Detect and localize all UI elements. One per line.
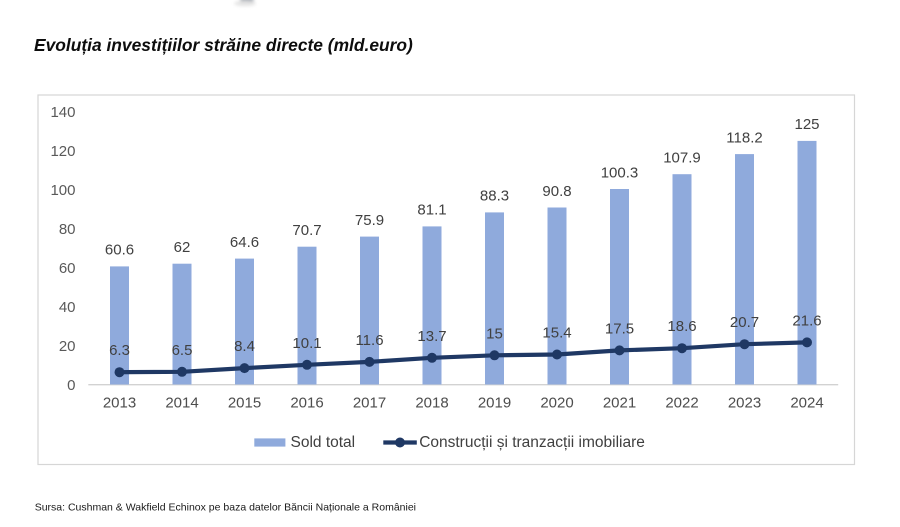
svg-text:90.8: 90.8 bbox=[542, 183, 571, 200]
svg-text:2017: 2017 bbox=[353, 395, 386, 412]
svg-text:21.6: 21.6 bbox=[792, 312, 821, 329]
svg-text:2015: 2015 bbox=[228, 395, 261, 412]
svg-text:Sursa: Cushman & Wakfield Echi: Sursa: Cushman & Wakfield Echinox pe baz… bbox=[35, 502, 416, 514]
svg-text:15: 15 bbox=[486, 325, 503, 342]
svg-text:17.5: 17.5 bbox=[605, 320, 634, 337]
svg-text:88.3: 88.3 bbox=[480, 188, 509, 205]
svg-text:2019: 2019 bbox=[478, 395, 511, 412]
svg-text:100.3: 100.3 bbox=[601, 164, 639, 181]
svg-text:2018: 2018 bbox=[415, 395, 448, 412]
svg-text:6.3: 6.3 bbox=[109, 342, 130, 359]
svg-text:8.4: 8.4 bbox=[234, 338, 255, 355]
svg-text:75.9: 75.9 bbox=[355, 212, 384, 229]
svg-text:18.6: 18.6 bbox=[667, 318, 696, 335]
svg-text:2020: 2020 bbox=[540, 395, 573, 412]
svg-text:107.9: 107.9 bbox=[663, 150, 701, 167]
svg-text:64.6: 64.6 bbox=[230, 234, 259, 251]
svg-text:2023: 2023 bbox=[728, 395, 761, 412]
svg-text:2014: 2014 bbox=[165, 395, 198, 412]
svg-text:6.5: 6.5 bbox=[172, 342, 193, 359]
svg-text:0: 0 bbox=[67, 377, 75, 394]
svg-text:Sold total: Sold total bbox=[291, 434, 356, 451]
svg-text:118.2: 118.2 bbox=[726, 129, 762, 146]
svg-text:62: 62 bbox=[174, 239, 191, 256]
svg-text:81.1: 81.1 bbox=[417, 202, 446, 219]
svg-text:20: 20 bbox=[59, 338, 76, 355]
svg-text:13.7: 13.7 bbox=[417, 328, 446, 345]
svg-text:120: 120 bbox=[50, 143, 75, 160]
svg-text:60.6: 60.6 bbox=[105, 242, 134, 259]
svg-text:2021: 2021 bbox=[603, 395, 636, 412]
svg-text:2024: 2024 bbox=[790, 395, 823, 412]
svg-text:2022: 2022 bbox=[665, 395, 698, 412]
svg-text:125: 125 bbox=[794, 116, 819, 133]
svg-text:20.7: 20.7 bbox=[730, 314, 759, 331]
svg-text:60: 60 bbox=[59, 260, 76, 277]
svg-text:70.7: 70.7 bbox=[292, 222, 321, 239]
svg-text:40: 40 bbox=[59, 299, 76, 316]
svg-text:Evoluția investițiilor străine: Evoluția investițiilor străine directe (… bbox=[34, 35, 413, 55]
svg-text:11.6: 11.6 bbox=[355, 332, 383, 349]
svg-text:10.1: 10.1 bbox=[292, 335, 321, 352]
svg-text:100: 100 bbox=[50, 182, 75, 199]
svg-text:140: 140 bbox=[50, 104, 75, 121]
svg-text:Construcții și tranzacții imob: Construcții și tranzacții imobiliare bbox=[419, 434, 645, 451]
svg-text:2016: 2016 bbox=[290, 395, 323, 412]
svg-text:15.4: 15.4 bbox=[542, 325, 571, 342]
svg-text:80: 80 bbox=[59, 221, 76, 238]
svg-text:2013: 2013 bbox=[103, 395, 136, 412]
